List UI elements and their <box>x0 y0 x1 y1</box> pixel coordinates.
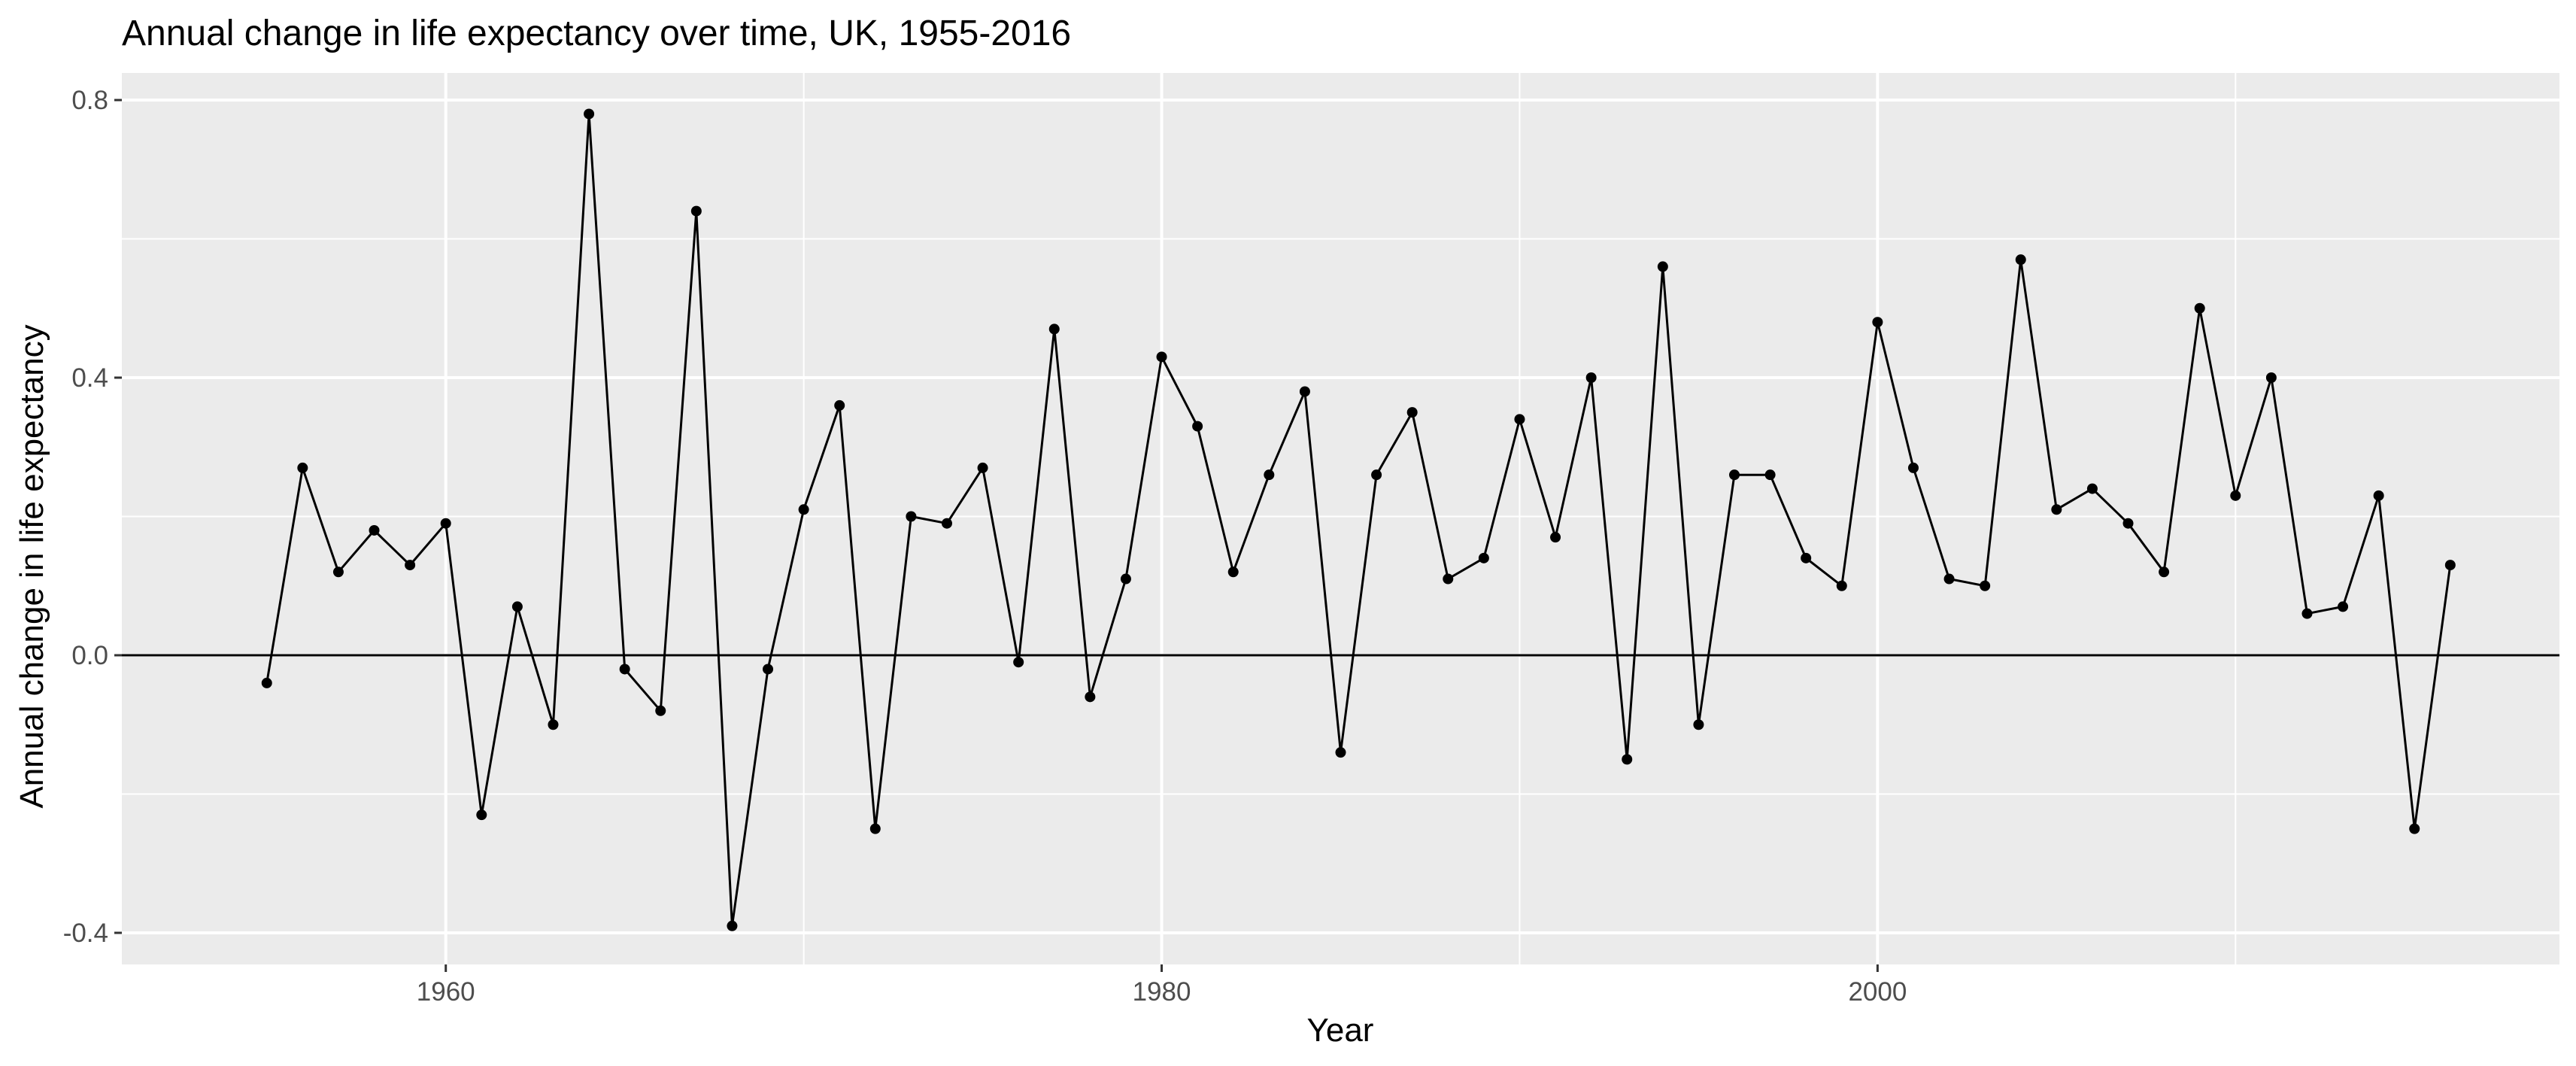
data-point <box>1943 573 1955 585</box>
x-tick-label: 1960 <box>417 977 475 1007</box>
data-point <box>1729 469 1740 481</box>
data-point <box>1550 532 1561 543</box>
minor-gridlines <box>122 73 2559 964</box>
data-point <box>834 399 845 411</box>
data-point <box>1622 754 1633 765</box>
series-line <box>265 113 2452 928</box>
data-point <box>1406 407 1418 418</box>
x-tick-label: 1980 <box>1133 977 1191 1007</box>
data-point <box>1801 552 1812 563</box>
data-series <box>261 108 2456 931</box>
data-point <box>1693 719 1704 730</box>
data-point <box>2051 504 2062 515</box>
y-tick-label: -0.4 <box>63 919 108 948</box>
data-point <box>1585 372 1597 383</box>
data-point <box>977 462 988 473</box>
data-point <box>1013 657 1024 668</box>
y-tick-label: 0.4 <box>71 363 108 393</box>
data-point <box>297 462 308 473</box>
data-point <box>1443 573 1454 585</box>
data-point <box>1657 261 1668 272</box>
data-point <box>1299 386 1310 397</box>
data-point <box>1335 747 1346 758</box>
data-point <box>2373 490 2384 501</box>
data-point <box>1980 580 1991 591</box>
x-tick-label: 2000 <box>1848 977 1907 1007</box>
data-point <box>1192 421 1203 432</box>
data-point <box>763 664 774 675</box>
data-point <box>2015 254 2026 266</box>
data-point <box>655 705 666 716</box>
x-axis: 1960 1980 2000 <box>417 964 1907 1007</box>
data-point <box>548 719 559 730</box>
data-point <box>584 108 595 120</box>
y-axis: -0.4 0.0 0.4 0.8 <box>63 86 122 948</box>
data-point <box>1478 552 1489 563</box>
data-point <box>1085 691 1096 703</box>
data-point <box>2444 560 2456 571</box>
data-point <box>941 518 952 529</box>
data-point <box>2265 372 2277 383</box>
y-tick-label: 0.0 <box>71 641 108 670</box>
y-axis-title: Annual change in life expectancy <box>14 324 50 808</box>
data-point <box>1371 469 1382 481</box>
data-point <box>2159 566 2170 578</box>
data-point <box>2301 608 2313 619</box>
chart-title: Annual change in life expectancy over ti… <box>122 14 1071 53</box>
data-point <box>690 205 702 217</box>
data-point <box>2230 490 2241 501</box>
data-point <box>1872 317 1883 328</box>
data-point <box>1836 580 1847 591</box>
data-point <box>1514 414 1525 425</box>
data-point <box>2409 823 2420 834</box>
x-axis-title: Year <box>1307 1012 1374 1049</box>
data-point <box>369 524 380 536</box>
data-point <box>727 920 738 931</box>
data-point <box>332 566 344 578</box>
data-point <box>2194 302 2205 314</box>
data-point <box>1907 462 1919 473</box>
plot-panel <box>122 73 2559 964</box>
y-tick-label: 0.8 <box>71 86 108 115</box>
data-point <box>798 504 809 515</box>
data-point <box>261 677 272 688</box>
data-point <box>1264 469 1275 481</box>
data-point <box>2338 601 2349 612</box>
data-point <box>511 601 523 612</box>
data-point <box>869 823 881 834</box>
data-point <box>1227 566 1239 578</box>
data-point <box>2122 518 2134 529</box>
data-point <box>1048 323 1060 335</box>
data-point <box>476 809 487 821</box>
data-point <box>619 664 630 675</box>
data-point <box>440 518 451 529</box>
data-point <box>1156 351 1167 363</box>
data-point <box>2086 483 2098 494</box>
data-point <box>405 560 416 571</box>
data-point <box>1764 469 1776 481</box>
data-point <box>906 511 917 522</box>
data-point <box>1120 573 1131 585</box>
